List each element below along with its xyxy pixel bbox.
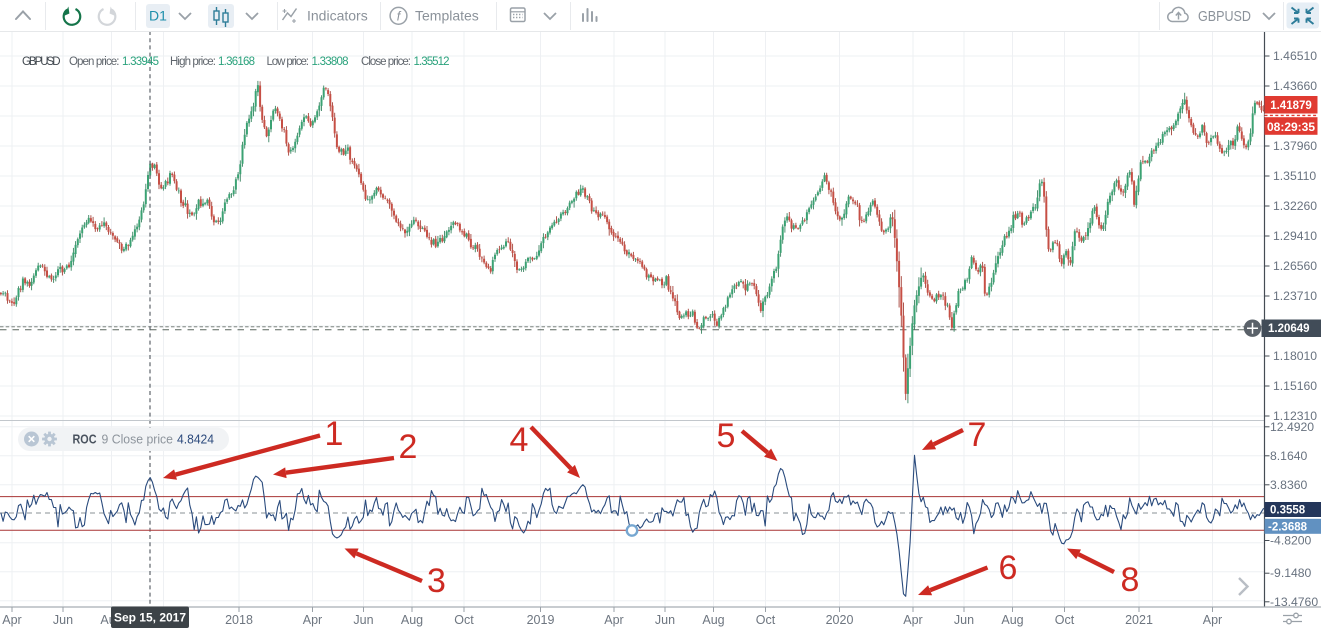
svg-text:Oct: Oct [756, 613, 776, 627]
svg-text:Oct: Oct [454, 613, 474, 627]
svg-text:-4.8200: -4.8200 [1270, 534, 1312, 548]
svg-text:4.8424: 4.8424 [177, 432, 214, 447]
svg-text:1.29410: 1.29410 [1273, 229, 1317, 243]
svg-text:High price:: High price: [170, 56, 216, 68]
svg-text:1.18010: 1.18010 [1273, 349, 1317, 363]
svg-text:Jun: Jun [53, 613, 73, 627]
svg-text:3: 3 [427, 562, 446, 600]
svg-text:Jun: Jun [353, 613, 373, 627]
svg-text:Aug: Aug [401, 613, 423, 627]
svg-text:1.23710: 1.23710 [1273, 289, 1317, 303]
svg-text:Apr: Apr [604, 613, 623, 627]
svg-text:1.35512: 1.35512 [414, 56, 450, 68]
svg-text:-2.3688: -2.3688 [1268, 522, 1308, 534]
svg-text:2020: 2020 [826, 613, 854, 627]
svg-text:D1: D1 [149, 8, 167, 24]
svg-text:GBPUSD: GBPUSD [1198, 8, 1251, 25]
svg-text:8: 8 [1121, 561, 1140, 599]
svg-text:08:29:35: 08:29:35 [1267, 120, 1315, 134]
svg-text:1.36168: 1.36168 [218, 56, 255, 68]
svg-text:2: 2 [399, 428, 418, 466]
svg-text:Jun: Jun [954, 613, 974, 627]
svg-text:Open price:: Open price: [69, 56, 120, 68]
svg-text:8.1640: 8.1640 [1270, 449, 1307, 463]
svg-text:Apr: Apr [2, 613, 21, 627]
svg-text:1.33808: 1.33808 [312, 56, 349, 68]
svg-text:1.20649: 1.20649 [1268, 323, 1310, 335]
svg-text:4: 4 [510, 421, 529, 459]
svg-text:Apr: Apr [903, 613, 922, 627]
svg-text:1.32260: 1.32260 [1273, 199, 1317, 213]
svg-text:1.26560: 1.26560 [1273, 259, 1317, 273]
svg-text:1.35110: 1.35110 [1273, 169, 1316, 183]
svg-text:Indicators: Indicators [307, 8, 368, 24]
svg-text:12.4920: 12.4920 [1270, 420, 1314, 434]
svg-text:1.41879: 1.41879 [1270, 100, 1312, 112]
svg-text:Apr: Apr [1203, 613, 1222, 627]
svg-text:1: 1 [325, 415, 344, 453]
svg-text:Jun: Jun [655, 613, 675, 627]
svg-text:Aug: Aug [702, 613, 724, 627]
svg-text:9 Close price: 9 Close price [102, 433, 174, 447]
svg-text:Aug: Aug [1001, 613, 1023, 627]
svg-text:2021: 2021 [1125, 613, 1153, 627]
svg-text:6: 6 [999, 549, 1018, 587]
svg-text:5: 5 [717, 417, 736, 455]
svg-text:0.3558: 0.3558 [1270, 505, 1306, 517]
svg-text:1.33945: 1.33945 [122, 56, 159, 68]
svg-text:Oct: Oct [1055, 613, 1075, 627]
svg-text:2019: 2019 [527, 613, 555, 627]
svg-text:1.46510: 1.46510 [1273, 49, 1317, 63]
svg-text:GBPUSD: GBPUSD [22, 56, 61, 68]
svg-text:-9.1480: -9.1480 [1270, 566, 1312, 580]
svg-text:2018: 2018 [225, 613, 253, 627]
svg-text:1.37960: 1.37960 [1273, 139, 1317, 153]
svg-text:3.8360: 3.8360 [1270, 478, 1307, 492]
svg-text:1.43660: 1.43660 [1273, 79, 1317, 93]
svg-text:1.15160: 1.15160 [1273, 379, 1317, 393]
svg-text:Apr: Apr [303, 613, 322, 627]
svg-text:7: 7 [968, 416, 987, 454]
svg-text:Close price:: Close price: [361, 56, 411, 68]
svg-text:ROC: ROC [73, 432, 98, 447]
svg-text:Templates: Templates [415, 8, 479, 24]
svg-text:Sep 15, 2017: Sep 15, 2017 [114, 611, 186, 625]
svg-text:Low price:: Low price: [267, 56, 310, 68]
